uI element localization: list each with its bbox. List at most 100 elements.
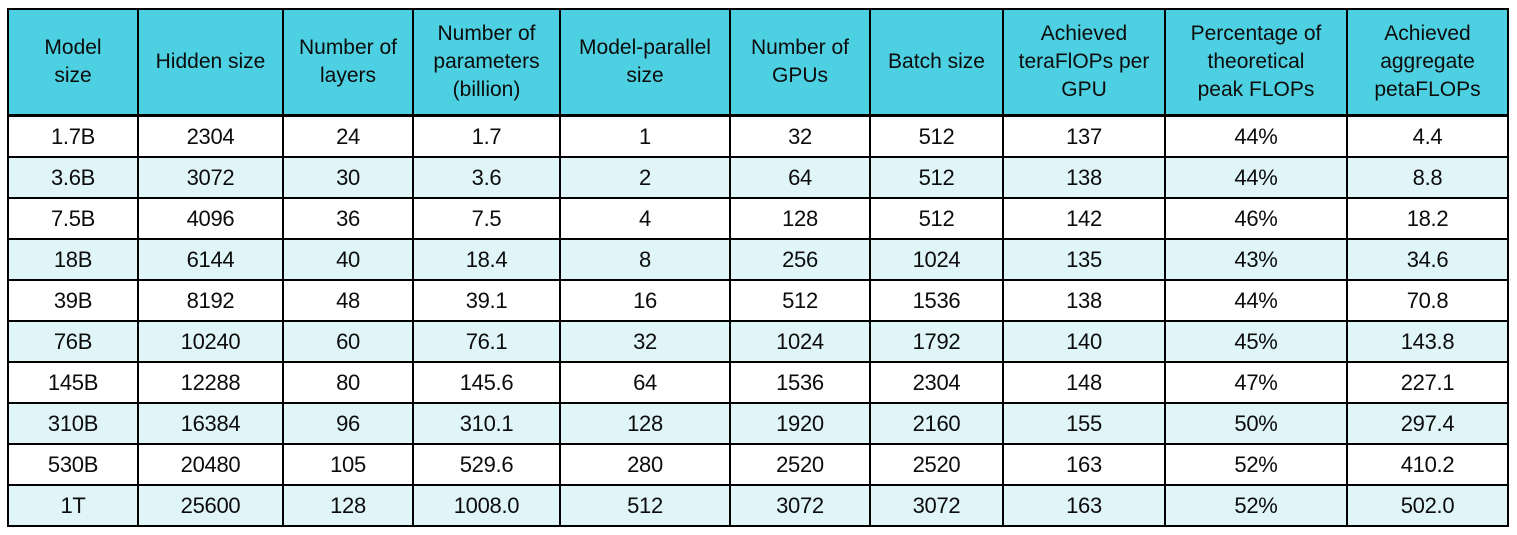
table-row: 18B 6144 40 18.4 8 256 1024 135 43% 34.6 <box>7 238 1509 281</box>
table-cell: 16 <box>559 279 731 322</box>
table-cell: 8.8 <box>1346 156 1509 199</box>
table-cell: 3072 <box>869 484 1004 527</box>
column-header-achieved-aggregate-petaflops: Achieved aggregate petaFLOPs <box>1346 8 1509 117</box>
table-cell: 44% <box>1164 114 1348 158</box>
table-cell: 3072 <box>137 156 284 199</box>
table-row: 1T 25600 128 1008.0 512 3072 3072 163 52… <box>7 484 1509 527</box>
table-cell: 64 <box>729 156 871 199</box>
table-row: 7.5B 4096 36 7.5 4 128 512 142 46% 18.2 <box>7 197 1509 240</box>
table-cell: 4.4 <box>1346 114 1509 158</box>
table-cell: 16384 <box>137 402 284 445</box>
table-cell: 512 <box>869 197 1004 240</box>
model-scaling-results-table: Model size Hidden size Number of layers … <box>7 8 1509 527</box>
column-header-percentage-theoretical-peak-flops: Percentage of theoretical peak FLOPs <box>1164 8 1348 117</box>
table-cell: 7.5B <box>7 197 139 240</box>
table-cell: 39B <box>7 279 139 322</box>
table-cell: 297.4 <box>1346 402 1509 445</box>
table-cell: 39.1 <box>412 279 561 322</box>
table-cell: 50% <box>1164 402 1348 445</box>
table-cell: 80 <box>282 361 414 404</box>
table-cell: 1T <box>7 484 139 527</box>
table-cell: 1792 <box>869 320 1004 363</box>
table-cell: 3072 <box>729 484 871 527</box>
table-cell: 6144 <box>137 238 284 281</box>
table-cell: 512 <box>869 156 1004 199</box>
table-cell: 64 <box>559 361 731 404</box>
table-cell: 1536 <box>869 279 1004 322</box>
table-cell: 18.4 <box>412 238 561 281</box>
table-cell: 44% <box>1164 279 1348 322</box>
table-cell: 76.1 <box>412 320 561 363</box>
table-cell: 52% <box>1164 443 1348 486</box>
table-cell: 60 <box>282 320 414 363</box>
table-row: 530B 20480 105 529.6 280 2520 2520 163 5… <box>7 443 1509 486</box>
table-cell: 310B <box>7 402 139 445</box>
column-header-achieved-teraflops-per-gpu: Achieved teraFlOPs per GPU <box>1002 8 1166 117</box>
table-cell: 3.6B <box>7 156 139 199</box>
table-cell: 43% <box>1164 238 1348 281</box>
table-cell: 1024 <box>729 320 871 363</box>
table-cell: 32 <box>559 320 731 363</box>
table-cell: 47% <box>1164 361 1348 404</box>
table-cell: 46% <box>1164 197 1348 240</box>
table-cell: 12288 <box>137 361 284 404</box>
table-cell: 52% <box>1164 484 1348 527</box>
table-cell: 1.7 <box>412 114 561 158</box>
table-cell: 36 <box>282 197 414 240</box>
table-row: 76B 10240 60 76.1 32 1024 1792 140 45% 1… <box>7 320 1509 363</box>
table-cell: 163 <box>1002 443 1166 486</box>
table-cell: 310.1 <box>412 402 561 445</box>
table-cell: 138 <box>1002 156 1166 199</box>
column-header-number-of-layers: Number of layers <box>282 8 414 117</box>
table-cell: 1024 <box>869 238 1004 281</box>
table-cell: 10240 <box>137 320 284 363</box>
column-header-model-parallel-size: Model-parallel size <box>559 8 731 117</box>
table-cell: 410.2 <box>1346 443 1509 486</box>
table-cell: 4096 <box>137 197 284 240</box>
column-header-batch-size: Batch size <box>869 8 1004 117</box>
table-body: 1.7B 2304 24 1.7 1 32 512 137 44% 4.4 3.… <box>7 114 1509 527</box>
table-cell: 1536 <box>729 361 871 404</box>
table-cell: 24 <box>282 114 414 158</box>
table-cell: 34.6 <box>1346 238 1509 281</box>
table-cell: 3.6 <box>412 156 561 199</box>
table-cell: 163 <box>1002 484 1166 527</box>
table-cell: 18B <box>7 238 139 281</box>
table-cell: 76B <box>7 320 139 363</box>
column-header-model-size: Model size <box>7 8 139 117</box>
table-cell: 135 <box>1002 238 1166 281</box>
table-cell: 138 <box>1002 279 1166 322</box>
table-cell: 1920 <box>729 402 871 445</box>
table-cell: 128 <box>282 484 414 527</box>
table-cell: 7.5 <box>412 197 561 240</box>
table-cell: 529.6 <box>412 443 561 486</box>
table-cell: 512 <box>559 484 731 527</box>
table-cell: 44% <box>1164 156 1348 199</box>
column-header-number-of-parameters: Number of parameters (billion) <box>412 8 561 117</box>
table-cell: 128 <box>559 402 731 445</box>
table-cell: 128 <box>729 197 871 240</box>
table-cell: 512 <box>729 279 871 322</box>
table-cell: 20480 <box>137 443 284 486</box>
table-cell: 2304 <box>137 114 284 158</box>
table-row: 1.7B 2304 24 1.7 1 32 512 137 44% 4.4 <box>7 114 1509 158</box>
header-row: Model size Hidden size Number of layers … <box>7 8 1509 117</box>
table-cell: 145B <box>7 361 139 404</box>
table-cell: 8192 <box>137 279 284 322</box>
table-row: 39B 8192 48 39.1 16 512 1536 138 44% 70.… <box>7 279 1509 322</box>
table-cell: 30 <box>282 156 414 199</box>
table-cell: 140 <box>1002 320 1166 363</box>
table-cell: 2 <box>559 156 731 199</box>
table-header: Model size Hidden size Number of layers … <box>7 8 1509 117</box>
column-header-hidden-size: Hidden size <box>137 8 284 117</box>
table-cell: 8 <box>559 238 731 281</box>
table-cell: 142 <box>1002 197 1166 240</box>
column-header-number-of-gpus: Number of GPUs <box>729 8 871 117</box>
table-cell: 256 <box>729 238 871 281</box>
table-cell: 1.7B <box>7 114 139 158</box>
table-cell: 148 <box>1002 361 1166 404</box>
table-cell: 18.2 <box>1346 197 1509 240</box>
table-cell: 143.8 <box>1346 320 1509 363</box>
table-cell: 280 <box>559 443 731 486</box>
